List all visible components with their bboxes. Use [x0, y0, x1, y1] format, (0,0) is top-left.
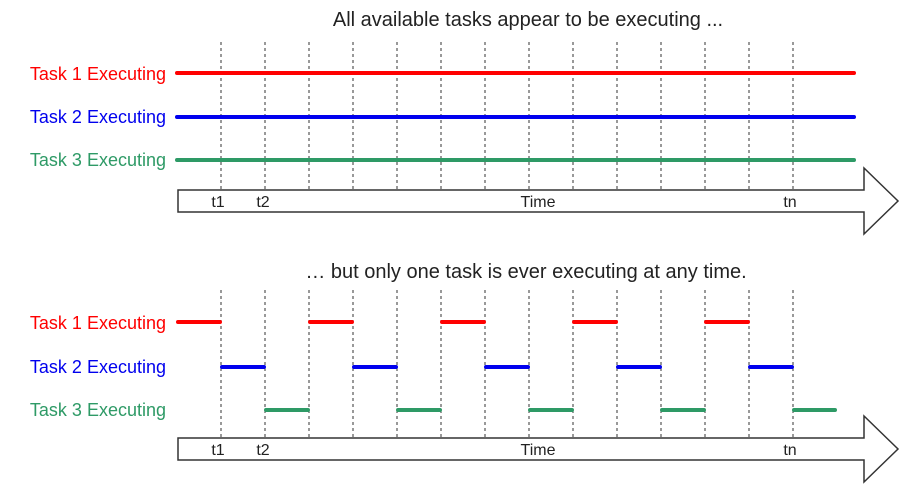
top-t1-label: t1: [211, 194, 224, 211]
top-panel: All available tasks appear to be executi…: [30, 9, 900, 236]
top-task3-label: Task 3 Executing: [30, 150, 166, 170]
top-t2-label: t2: [256, 194, 269, 211]
bottom-gridlines: [220, 290, 794, 438]
bottom-caption: … but only one task is ever executing at…: [305, 261, 746, 283]
bottom-panel: … but only one task is ever executing at…: [30, 261, 900, 484]
bottom-task1-label: Task 1 Executing: [30, 313, 166, 333]
bottom-segments: [176, 320, 837, 412]
bottom-time-label: Time: [521, 442, 556, 459]
bottom-time-arrow: [177, 414, 900, 484]
top-task1-label: Task 1 Executing: [30, 64, 166, 84]
top-tracks: [175, 71, 856, 162]
top-task2-label: Task 2 Executing: [30, 107, 166, 127]
bottom-tn-label: tn: [783, 442, 796, 459]
top-tn-label: tn: [783, 194, 796, 211]
bottom-task2-label: Task 2 Executing: [30, 357, 166, 377]
top-time-arrow: [177, 166, 900, 236]
bottom-task3-label: Task 3 Executing: [30, 400, 166, 420]
bottom-t1-label: t1: [211, 442, 224, 459]
top-caption: All available tasks appear to be executi…: [333, 9, 723, 31]
top-time-label: Time: [521, 194, 556, 211]
bottom-t2-label: t2: [256, 442, 269, 459]
